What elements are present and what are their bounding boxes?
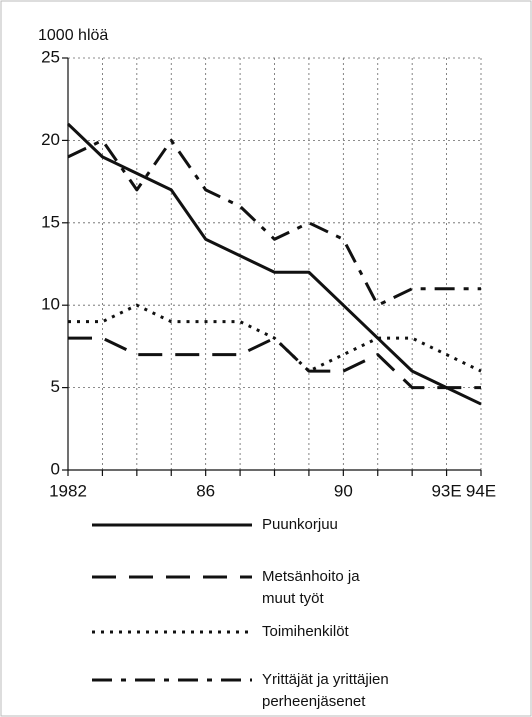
legend-label: Yrittäjät ja yrittäjien perheenjäsenet xyxy=(262,671,389,710)
y-axis-label: 1000 hlöä xyxy=(38,27,108,44)
y-tick-label: 0 xyxy=(51,459,60,478)
x-tick-label: 93E xyxy=(431,481,461,500)
series-line xyxy=(68,336,481,390)
x-tick-label: 94E xyxy=(466,481,496,500)
y-tick-label: 10 xyxy=(41,295,60,314)
legend-label: Puunkorjuu xyxy=(262,516,338,533)
legend-label: Toimihenkilöt xyxy=(262,623,349,640)
series-line xyxy=(67,138,481,307)
x-tick-label: 90 xyxy=(334,481,353,500)
series-line xyxy=(66,122,482,406)
y-tick-label: 15 xyxy=(41,212,60,231)
x-tick-label: 1982 xyxy=(49,481,87,500)
series-line xyxy=(68,303,482,373)
y-tick-label: 20 xyxy=(41,130,60,149)
x-tick-label: 86 xyxy=(196,481,215,500)
y-tick-label: 25 xyxy=(41,47,60,66)
y-tick-label: 5 xyxy=(51,377,60,396)
legend-label: Metsänhoito ja muut työt xyxy=(262,568,360,607)
